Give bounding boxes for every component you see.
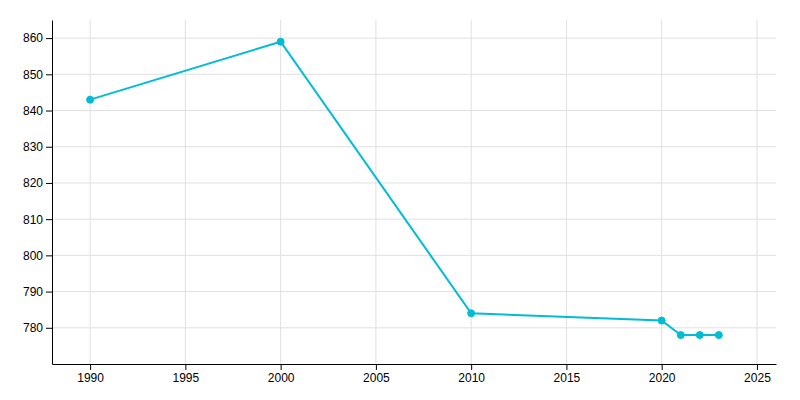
y-axis-line [52,21,53,365]
y-axis: 780 790 800 810 820 830 840 850 860 [23,21,53,365]
y-tick: 840 [23,104,52,118]
x-tick-mark [185,364,186,370]
y-tick-label: 780 [23,321,43,335]
y-tick: 800 [23,249,52,263]
y-tick-mark [46,219,52,220]
y-tick: 780 [23,321,52,335]
y-grid-line [52,327,776,328]
point [677,332,684,339]
y-tick: 810 [23,212,52,226]
y-grid-line [52,110,776,111]
x-grid-line [756,20,757,364]
plot: 1990 1995 2000 2005 2010 2015 2020 2025 780 790 80… [23,20,777,385]
x-tick-label: 2005 [363,371,390,385]
x-tick-mark [471,364,472,370]
x-tick-label: 1995 [173,371,200,385]
y-tick-mark [46,147,52,148]
y-tick-label: 810 [23,212,43,226]
x-tick-mark [566,364,567,370]
x-axis: 1990 1995 2000 2005 2010 2015 2020 2025 [53,364,777,385]
y-tick-mark [46,111,52,112]
y-tick-label: 840 [23,104,43,118]
y-tick: 830 [23,140,52,154]
point [696,332,703,339]
y-tick-mark [46,183,52,184]
x-tick: 2025 [744,364,771,385]
y-tick-mark [46,292,52,293]
y-grid-line [52,74,776,75]
y-grid-line [52,182,776,183]
x-grid-line [375,20,376,364]
y-tick-mark [46,74,52,75]
x-grid-line [566,20,567,364]
x-tick-mark [281,364,282,370]
x-grid-line [280,20,281,364]
point [715,332,722,339]
x-tick-mark [376,364,377,370]
x-tick-mark [662,364,663,370]
y-tick-mark [46,38,52,39]
y-tick-label: 830 [23,140,43,154]
x-tick-label: 1990 [77,371,104,385]
x-grid-line [90,20,91,364]
chart: 1990 1995 2000 2005 2010 2015 2020 2025 780 790 80… [0,0,800,400]
x-grid-line [661,20,662,364]
y-grid-line [52,146,776,147]
y-tick: 820 [23,176,52,190]
y-grid-line [52,291,776,292]
grid [52,20,776,364]
y-tick: 860 [23,31,52,45]
y-tick-label: 820 [23,176,43,190]
x-tick-label: 2000 [268,371,295,385]
y-tick-label: 800 [23,249,43,263]
y-tick-mark [46,328,52,329]
x-tick-mark [757,364,758,370]
x-tick: 2020 [649,364,676,385]
y-grid-line [52,219,776,220]
x-tick: 2000 [268,364,295,385]
y-grid-line [52,38,776,39]
point [468,310,475,317]
x-tick: 2015 [554,364,581,385]
x-tick-label: 2010 [458,371,485,385]
series [87,38,723,338]
y-grid-line [52,255,776,256]
line [90,42,719,335]
y-tick: 850 [23,68,52,82]
y-tick-mark [46,255,52,256]
x-tick-label: 2025 [744,371,771,385]
x-axis-line [53,364,777,365]
x-tick-label: 2020 [649,371,676,385]
y-tick-label: 790 [23,285,43,299]
point [87,96,94,103]
x-tick: 2005 [363,364,390,385]
point [658,317,665,324]
x-tick: 1995 [173,364,200,385]
point [277,38,284,45]
y-tick-label: 850 [23,68,43,82]
x-tick-label: 2015 [554,371,581,385]
x-tick-mark [90,364,91,370]
y-tick-label: 860 [23,31,43,45]
x-tick: 2010 [458,364,485,385]
x-tick: 1990 [77,364,104,385]
y-tick: 790 [23,285,52,299]
